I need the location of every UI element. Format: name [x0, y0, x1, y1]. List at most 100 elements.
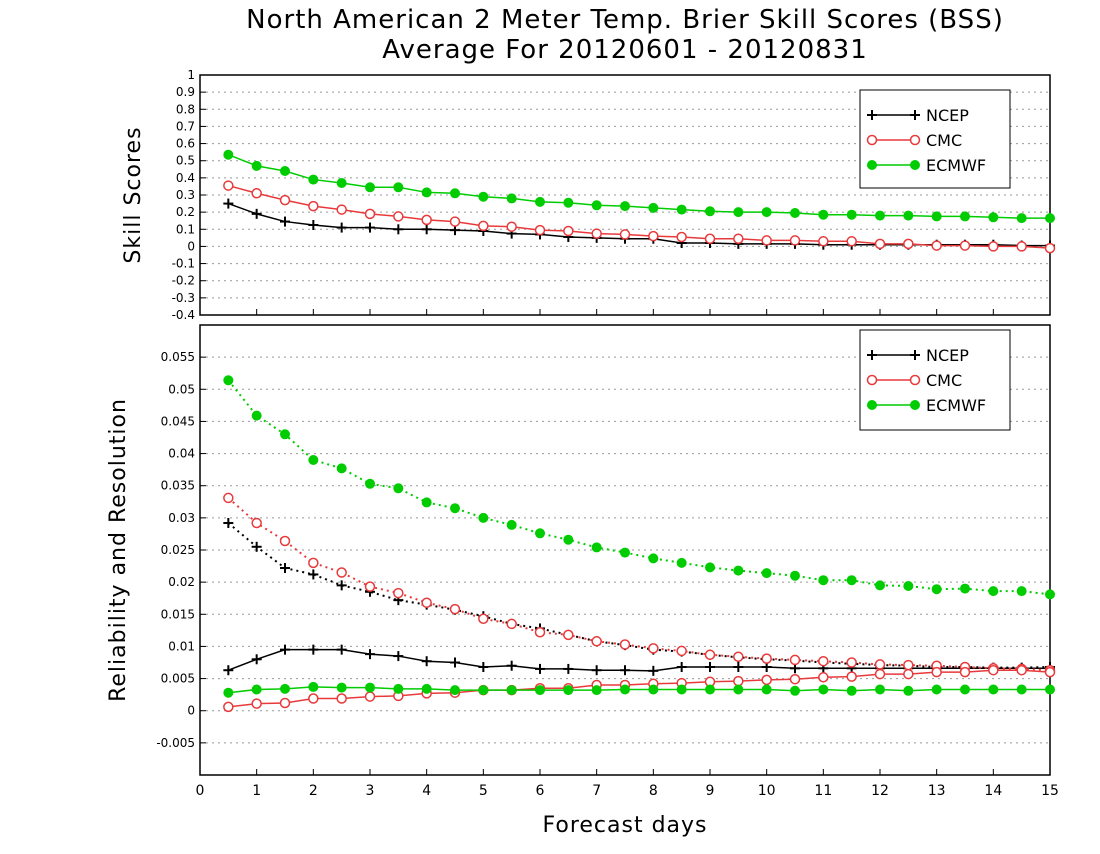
data-point — [308, 569, 319, 580]
data-point — [364, 581, 376, 592]
data-point — [1045, 589, 1055, 600]
data-point — [280, 166, 290, 176]
data-point — [903, 659, 914, 671]
data-point — [761, 568, 772, 579]
data-point — [818, 575, 829, 586]
data-point — [648, 230, 659, 242]
data-point — [308, 220, 319, 230]
data-point — [365, 222, 375, 233]
series-ecmwf — [223, 149, 1055, 224]
data-point — [1016, 241, 1027, 252]
y-tick-label: 0.035 — [161, 479, 195, 493]
y-tick-label: 0.03 — [168, 511, 195, 525]
y-tick-label: 0.9 — [176, 85, 195, 99]
series-line — [228, 686, 1050, 694]
data-point — [421, 656, 432, 667]
x-tick-label: 3 — [366, 783, 375, 799]
data-point — [846, 657, 857, 668]
data-point — [251, 684, 262, 695]
data-point — [308, 557, 319, 569]
data-point — [223, 180, 234, 191]
data-point — [364, 691, 376, 702]
data-point — [365, 478, 375, 489]
data-point — [478, 662, 489, 672]
x-tick-label: 1 — [252, 783, 261, 799]
data-point — [336, 644, 347, 655]
data-point — [704, 649, 716, 661]
data-point — [478, 220, 489, 232]
y-tick-label: 0.04 — [168, 447, 195, 461]
legend-item-cmc: CMC — [866, 131, 962, 150]
y-tick-label: 0.05 — [168, 382, 195, 396]
data-point — [393, 587, 404, 599]
data-point — [1044, 666, 1056, 678]
data-point — [223, 492, 234, 504]
data-point — [761, 653, 772, 664]
bottom-y-axis-label: Reliability and Resolution — [106, 398, 131, 702]
data-point — [535, 196, 545, 207]
data-point — [846, 671, 857, 682]
data-point — [421, 224, 432, 235]
data-point — [733, 662, 744, 672]
legend: NCEP CMC ECMWF — [859, 329, 1011, 431]
data-point — [223, 198, 234, 209]
data-point — [534, 627, 546, 638]
legend-marker — [910, 350, 920, 360]
data-point — [959, 666, 971, 678]
data-point — [336, 463, 347, 474]
series-line — [228, 202, 1050, 247]
data-point — [336, 682, 347, 693]
data-point — [478, 512, 489, 523]
data-point — [988, 664, 999, 676]
data-point — [648, 643, 659, 654]
data-point — [591, 542, 602, 553]
data-point — [393, 683, 404, 694]
series-line — [228, 648, 1050, 672]
data-point — [421, 497, 432, 508]
data-point — [676, 231, 687, 243]
data-point — [874, 668, 886, 680]
data-point — [874, 659, 886, 670]
x-tick-label: 5 — [479, 783, 488, 799]
legend-marker — [867, 110, 877, 120]
data-point — [450, 657, 460, 668]
data-point — [478, 685, 489, 696]
data-point — [931, 666, 942, 678]
top-y-axis-label: Skill Scores — [121, 126, 146, 263]
data-point — [535, 685, 545, 696]
data-point — [761, 235, 772, 246]
data-point — [875, 580, 885, 591]
y-tick-label: 0.01 — [168, 639, 195, 653]
data-point — [874, 238, 886, 250]
y-tick-label: 0.5 — [176, 154, 195, 168]
data-point — [450, 685, 460, 696]
data-point — [251, 410, 262, 421]
data-point — [251, 208, 262, 219]
y-tick-label: 0.055 — [161, 350, 195, 364]
data-point — [393, 224, 404, 235]
data-point — [818, 684, 829, 695]
data-point — [534, 224, 546, 236]
data-point — [506, 685, 517, 696]
chart-subtitle: Average For 20120601 - 20120831 — [382, 35, 868, 65]
data-point — [705, 206, 715, 217]
data-point — [761, 684, 772, 695]
data-point — [535, 528, 545, 539]
legend: NCEP CMC ECMWF — [859, 89, 1011, 189]
data-point — [280, 563, 290, 573]
y-tick-label: 0.025 — [161, 543, 195, 557]
series-line — [228, 669, 1051, 708]
data-point — [705, 662, 715, 672]
data-point — [421, 187, 432, 198]
y-tick-label: 1 — [187, 68, 195, 82]
data-point — [223, 375, 234, 386]
x-tick-label: 13 — [928, 783, 946, 799]
legend-marker — [910, 400, 920, 410]
y-tick-label: -0.3 — [172, 291, 195, 305]
legend-item-ecmwf: ECMWF — [867, 396, 986, 415]
data-point — [336, 178, 347, 188]
data-point — [1016, 213, 1027, 224]
data-point — [336, 204, 347, 215]
data-point — [251, 698, 262, 709]
data-point — [903, 668, 914, 680]
